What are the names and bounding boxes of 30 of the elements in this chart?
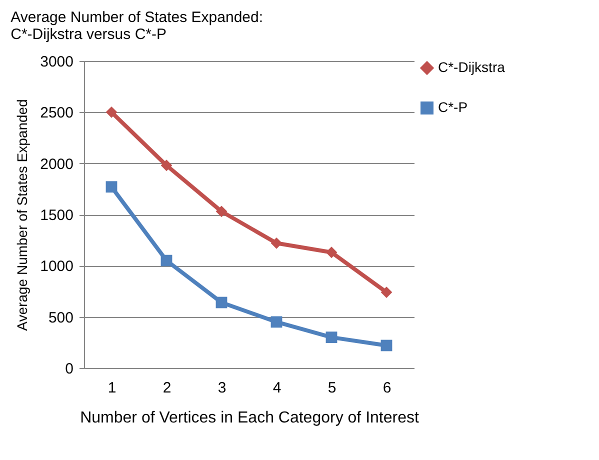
y-axis-title: Average Number of States Expanded bbox=[14, 99, 30, 331]
x-tick-label: 3 bbox=[218, 380, 226, 396]
point bbox=[216, 296, 228, 308]
legend-label: C*-P bbox=[438, 99, 468, 115]
x-tick-label: 2 bbox=[162, 380, 172, 396]
x-tick-label: 6 bbox=[382, 380, 392, 396]
point bbox=[380, 340, 392, 352]
x-axis-title: Number of Vertices in Each Category of Interest bbox=[80, 410, 420, 426]
point bbox=[160, 160, 172, 172]
y-tick-label: 0 bbox=[65, 360, 74, 378]
point bbox=[380, 286, 392, 298]
x-tick-label: 5 bbox=[328, 380, 336, 396]
point bbox=[270, 316, 282, 328]
y-tick-label: 2000 bbox=[40, 156, 74, 173]
x-tick-label: 1 bbox=[108, 380, 116, 396]
point bbox=[270, 237, 282, 249]
y-tick-label: 2500 bbox=[40, 104, 74, 122]
legend-label: C*-Dijkstra bbox=[438, 59, 506, 75]
y-tick-label: 1500 bbox=[40, 207, 74, 224]
x-tick-label: 4 bbox=[272, 380, 282, 396]
point bbox=[216, 206, 228, 218]
point bbox=[326, 332, 338, 343]
y-tick-label: 500 bbox=[48, 309, 74, 326]
point bbox=[106, 106, 118, 118]
y-tick-label: 1000 bbox=[40, 258, 74, 276]
point bbox=[106, 181, 118, 193]
point bbox=[326, 246, 338, 258]
point bbox=[160, 254, 172, 266]
chart-title: Average Number of States Expanded: C*-Dijkstra versus C*-P bbox=[10, 9, 264, 43]
y-tick-label: 3000 bbox=[40, 54, 74, 70]
